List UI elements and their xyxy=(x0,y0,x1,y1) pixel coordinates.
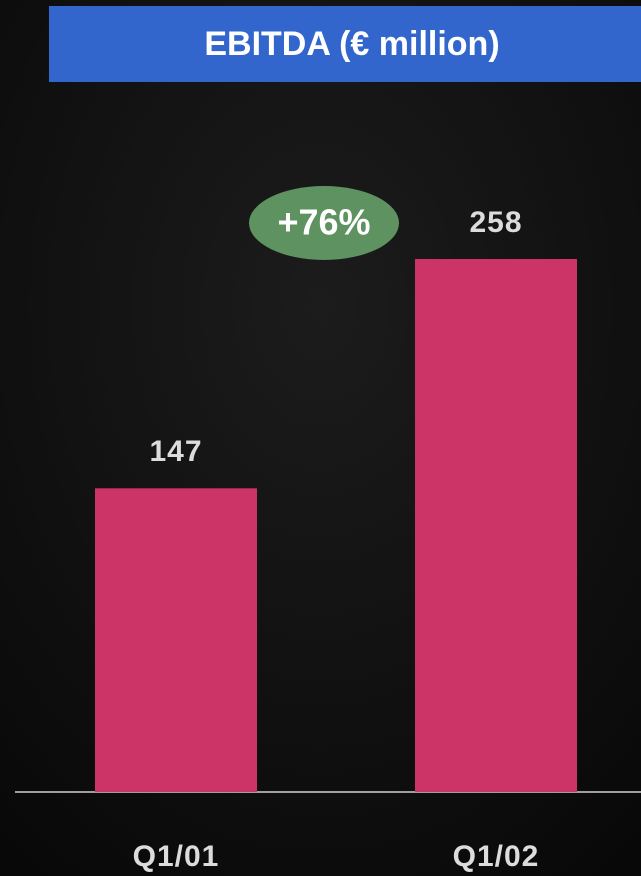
x-tick-label: Q1/02 xyxy=(453,840,540,873)
annotation: +76% xyxy=(277,202,370,243)
annotation-badge xyxy=(249,186,399,260)
data-label: 258 xyxy=(469,206,522,239)
title-box xyxy=(49,6,641,82)
chart-title: EBITDA (€ million) xyxy=(204,25,499,63)
x-tick-label: Q1/01 xyxy=(133,840,220,873)
bar xyxy=(95,488,257,792)
data-label: 147 xyxy=(149,435,202,468)
bar xyxy=(415,259,577,792)
